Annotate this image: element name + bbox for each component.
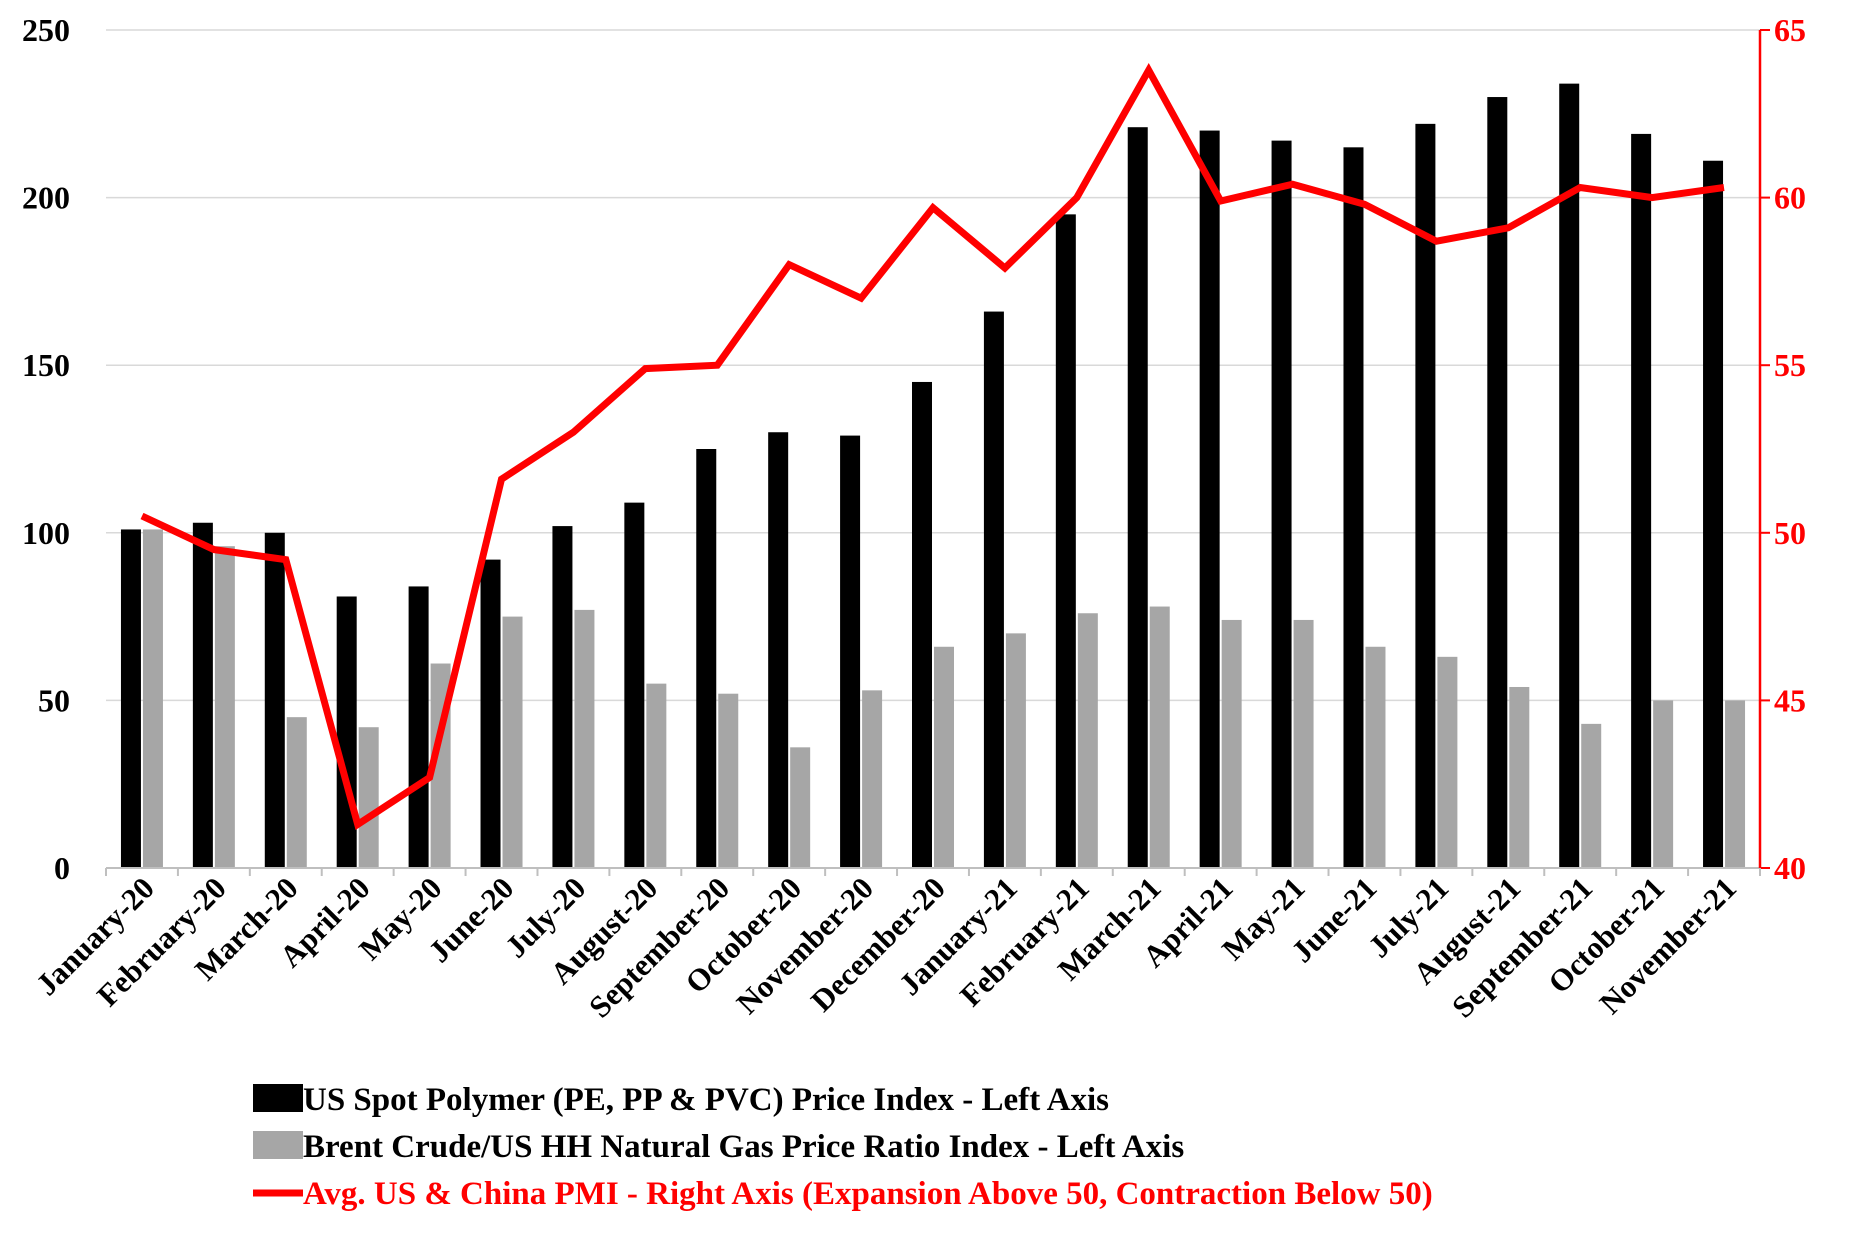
bar-polymer-index — [552, 526, 573, 868]
bars — [120, 83, 1746, 869]
bar-crude-gas-ratio — [286, 717, 307, 868]
bar-polymer-index — [120, 529, 141, 868]
left-tick-label: 50 — [38, 682, 70, 718]
bar-crude-gas-ratio — [862, 690, 883, 868]
bar-crude-gas-ratio — [1365, 646, 1386, 868]
bar-polymer-index — [264, 532, 285, 868]
left-tick-label: 100 — [22, 515, 70, 551]
bar-polymer-index — [624, 502, 645, 868]
bar-polymer-index — [912, 381, 932, 868]
bar-polymer-index — [840, 435, 861, 868]
left-tick-label: 150 — [22, 347, 70, 383]
axes — [105, 29, 1770, 876]
bar-polymer-index — [192, 522, 213, 868]
bar-crude-gas-ratio — [1653, 700, 1674, 868]
bar-polymer-index — [1199, 130, 1220, 868]
bar-polymer-index — [983, 311, 1004, 868]
legend: US Spot Polymer (PE, PP & PVC) Price Ind… — [253, 1082, 1433, 1212]
bar-polymer-index — [1415, 123, 1436, 868]
bar-crude-gas-ratio — [502, 616, 523, 868]
right-tick-label: 60 — [1774, 180, 1806, 216]
bar-crude-gas-ratio — [358, 727, 379, 868]
bar-crude-gas-ratio — [1149, 606, 1170, 868]
pmi-line-layer — [140, 63, 1725, 830]
bar-polymer-index — [1487, 97, 1508, 869]
bar-polymer-index — [1127, 127, 1148, 868]
bar-polymer-index — [1703, 160, 1724, 868]
bar-crude-gas-ratio — [1077, 613, 1098, 868]
bar-crude-gas-ratio — [1005, 633, 1026, 868]
bar-polymer-index — [408, 586, 429, 868]
bar-polymer-index — [336, 596, 357, 868]
left-tick-label: 0 — [54, 850, 70, 886]
bar-polymer-index — [1055, 214, 1076, 869]
gridlines — [106, 29, 1760, 702]
right-tick-label: 45 — [1774, 682, 1806, 718]
bar-crude-gas-ratio — [142, 529, 163, 868]
legend-swatch-ratio — [253, 1131, 303, 1159]
bar-crude-gas-ratio — [718, 693, 739, 868]
right-tick-label: 40 — [1774, 850, 1806, 886]
bar-polymer-index — [1559, 83, 1580, 868]
bar-crude-gas-ratio — [1221, 619, 1242, 868]
bar-polymer-index — [1631, 133, 1652, 869]
left-tick-label: 250 — [22, 12, 70, 48]
bar-polymer-index — [1271, 140, 1292, 869]
bar-crude-gas-ratio — [934, 646, 954, 868]
legend-label-polymer: US Spot Polymer (PE, PP & PVC) Price Ind… — [303, 1082, 1109, 1118]
right-tick-label: 65 — [1774, 12, 1806, 48]
legend-swatch-polymer — [253, 1084, 303, 1112]
bar-crude-gas-ratio — [1725, 700, 1746, 868]
right-tick-label: 50 — [1774, 515, 1806, 551]
bar-polymer-index — [696, 449, 717, 868]
legend-label-pmi: Avg. US & China PMI - Right Axis (Expans… — [303, 1176, 1433, 1212]
pmi-line — [140, 63, 1725, 830]
bar-crude-gas-ratio — [1509, 686, 1530, 868]
left-tick-label: 200 — [22, 180, 70, 216]
bar-polymer-index — [768, 432, 789, 868]
bar-crude-gas-ratio — [1581, 723, 1602, 868]
bar-crude-gas-ratio — [1293, 619, 1314, 868]
right-tick-label: 55 — [1774, 347, 1806, 383]
bar-crude-gas-ratio — [1437, 656, 1458, 868]
bar-polymer-index — [1343, 147, 1364, 868]
bar-crude-gas-ratio — [646, 683, 667, 868]
bar-polymer-index — [480, 559, 501, 868]
bar-crude-gas-ratio — [214, 546, 235, 868]
legend-label-ratio: Brent Crude/US HH Natural Gas Price Rati… — [303, 1129, 1184, 1165]
bar-crude-gas-ratio — [574, 609, 595, 868]
bar-crude-gas-ratio — [790, 747, 811, 868]
